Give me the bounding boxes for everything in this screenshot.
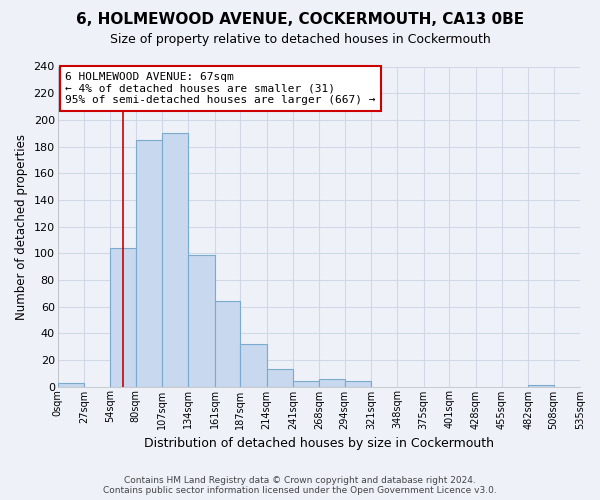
Bar [162,133,188,386]
Y-axis label: Number of detached properties: Number of detached properties [15,134,28,320]
Text: 6 HOLMEWOOD AVENUE: 67sqm
← 4% of detached houses are smaller (31)
95% of semi-d: 6 HOLMEWOOD AVENUE: 67sqm ← 4% of detach… [65,72,376,105]
Bar [293,381,319,386]
Text: 6, HOLMEWOOD AVENUE, COCKERMOUTH, CA13 0BE: 6, HOLMEWOOD AVENUE, COCKERMOUTH, CA13 0… [76,12,524,28]
Bar [110,248,136,386]
Bar [344,381,371,386]
Bar [136,140,162,386]
Bar [240,344,266,387]
Bar [266,369,293,386]
Text: Size of property relative to detached houses in Cockermouth: Size of property relative to detached ho… [110,32,490,46]
Text: Contains HM Land Registry data © Crown copyright and database right 2024.
Contai: Contains HM Land Registry data © Crown c… [103,476,497,495]
Bar [215,301,240,386]
Bar [58,382,84,386]
Bar [188,254,215,386]
Bar [319,378,344,386]
Bar [528,385,554,386]
X-axis label: Distribution of detached houses by size in Cockermouth: Distribution of detached houses by size … [144,437,494,450]
